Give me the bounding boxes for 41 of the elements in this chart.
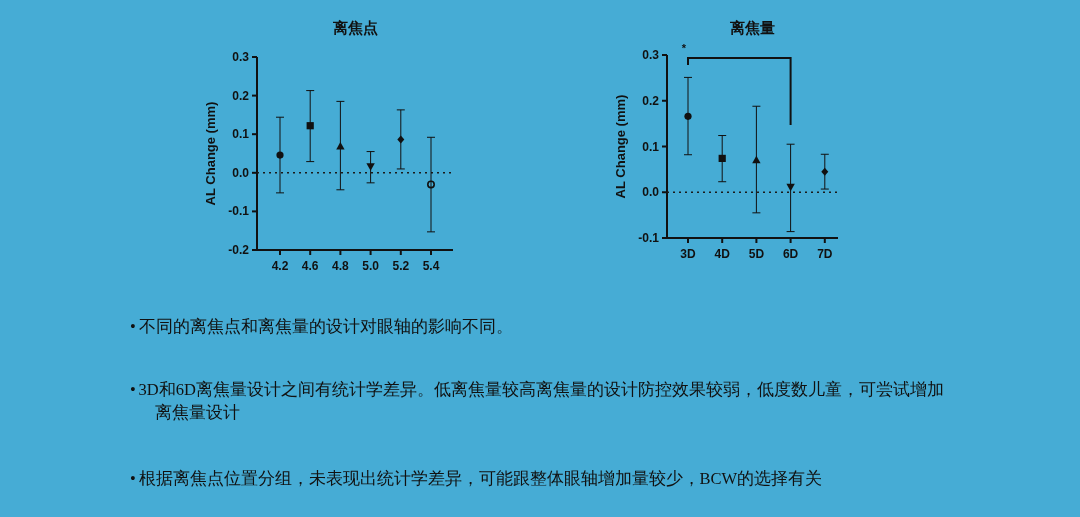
text: • 根据离焦点位置分组，未表现出统计学差异，可能跟整体眼轴增加量较少，BCW的选择有关 [130,468,824,490]
y-tick-label: -0.2 [228,243,250,257]
y-tick-label: -0.1 [638,231,660,245]
point [752,155,761,164]
point [427,180,435,189]
y-tick-label: 0.3 [642,48,660,62]
text: * [681,42,687,54]
point [786,183,795,192]
y-tick-label: 0.1 [232,127,250,142]
point [684,112,692,120]
point [821,167,829,176]
y-axis-title: AL Change (mm) [203,101,218,206]
point [397,135,405,144]
y-tick-label: 0.3 [232,50,250,64]
text: • 不同的离焦点和离焦量的设计对眼轴的影响不同。 [130,316,514,338]
y-tick-label: -0.1 [228,204,250,219]
chart-title: 离焦点 [331,19,378,36]
x-tick-label: 6D [782,247,799,261]
point [276,151,284,159]
y-tick-label: 0.2 [642,93,660,108]
x-tick-label: 4.6 [301,259,319,273]
x-tick-label: 3D [680,247,696,261]
x-tick-label: 4.2 [271,259,289,273]
x-tick-label: 5.2 [392,259,410,273]
point [306,122,314,130]
x-tick-label: 7D [817,247,833,261]
x-tick-label: 5.0 [362,259,380,273]
y-tick-label: 0.0 [642,185,660,200]
x-tick-label: 5.4 [422,259,440,273]
x-tick-label: 4D [714,247,731,261]
y-tick-label: 0.0 [232,165,250,180]
x-tick-label: 5D [748,247,765,261]
point [336,142,345,150]
point [366,163,375,171]
x-tick-label: 4.8 [332,259,350,273]
text: • 3D和6D离焦量设计之间有统计学差异。低离焦量较高离焦量的设计防控效果较弱，低度数儿童，可尝试增加离焦量设计 [130,379,945,424]
y-tick-label: 0.1 [642,139,660,154]
y-tick-label: 0.2 [232,88,250,103]
y-axis-title: AL Change (mm) [613,94,628,199]
point [718,154,726,162]
chart-title: 离焦量 [729,19,775,36]
